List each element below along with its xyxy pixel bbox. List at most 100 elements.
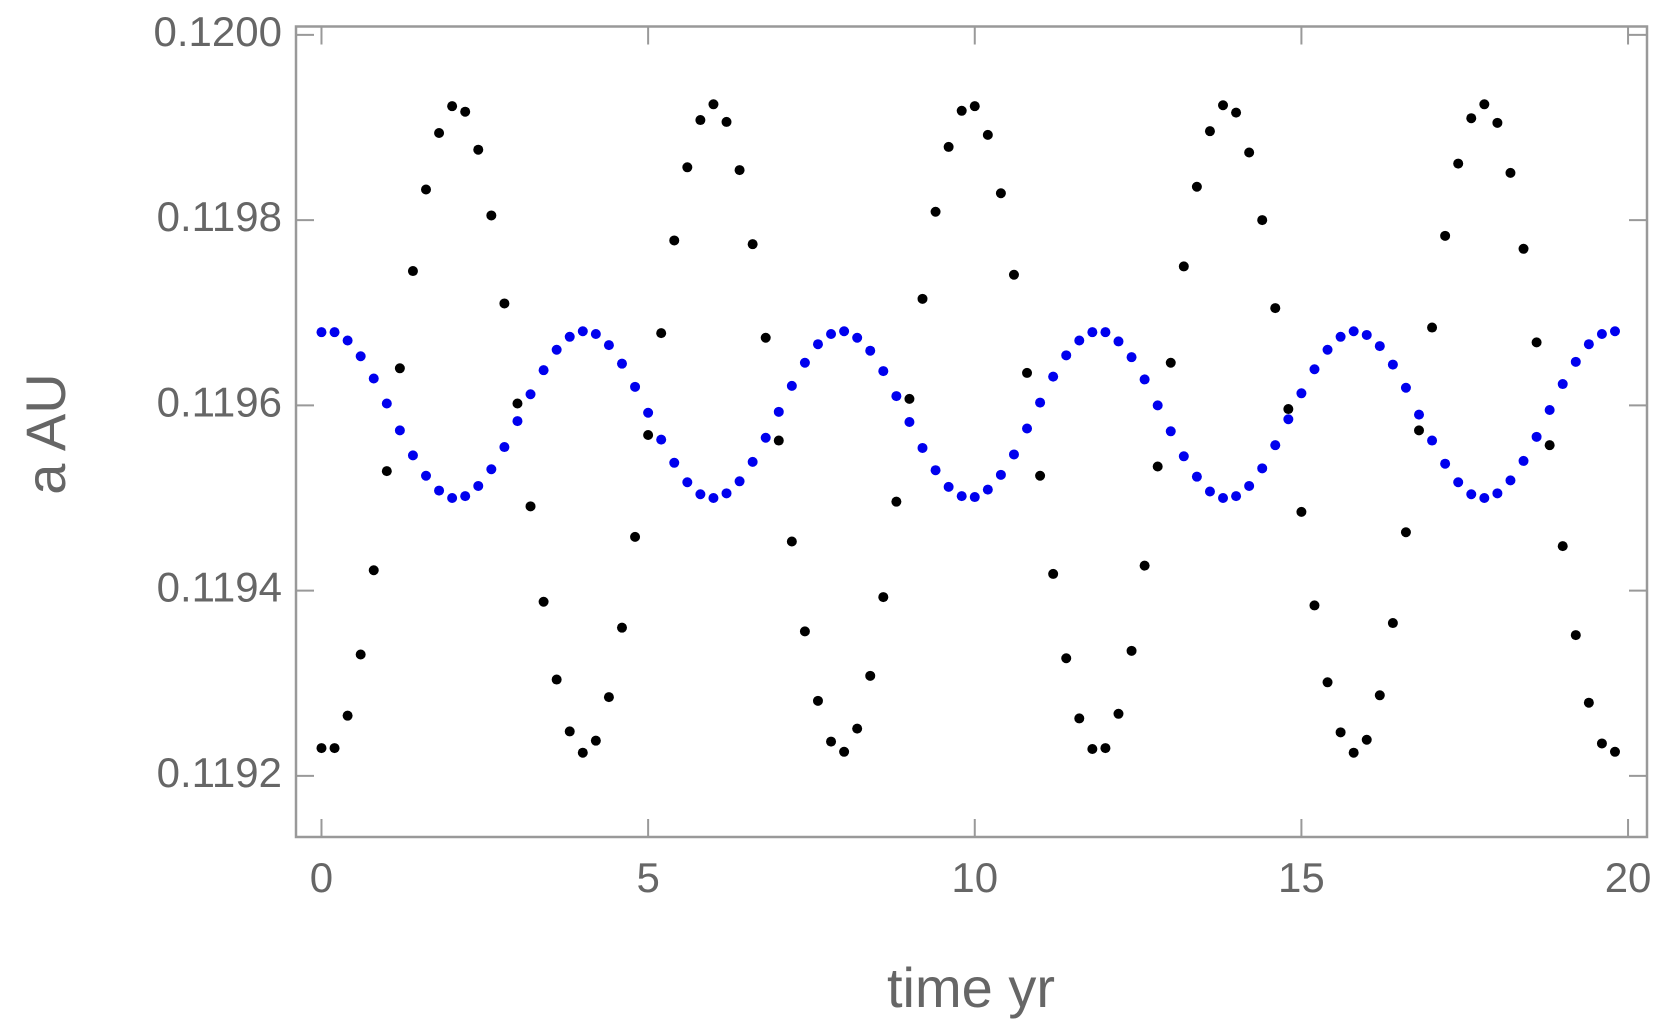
data-point xyxy=(1505,167,1516,178)
data-point xyxy=(1544,404,1555,415)
data-point xyxy=(447,101,458,112)
data-point xyxy=(460,491,471,502)
data-point xyxy=(656,328,667,339)
data-point xyxy=(956,105,967,116)
data-point xyxy=(381,466,392,477)
data-point xyxy=(1139,374,1150,385)
data-point xyxy=(1218,492,1229,503)
data-point xyxy=(1427,435,1438,446)
data-point xyxy=(616,622,627,633)
data-point xyxy=(956,491,967,502)
data-point xyxy=(1557,379,1568,390)
data-point xyxy=(1270,303,1281,314)
data-point xyxy=(969,101,980,112)
data-point xyxy=(1113,708,1124,719)
data-point xyxy=(643,407,654,418)
data-point xyxy=(1178,261,1189,272)
data-point xyxy=(1178,451,1189,462)
data-point xyxy=(577,747,588,758)
data-point xyxy=(747,456,758,467)
data-point xyxy=(786,536,797,547)
data-point xyxy=(616,358,627,369)
data-point xyxy=(421,470,432,481)
data-point xyxy=(421,184,432,195)
data-point xyxy=(747,239,758,250)
data-point xyxy=(1596,329,1607,340)
y-axis-title: a AU xyxy=(14,373,77,494)
data-point xyxy=(1427,322,1438,333)
data-point xyxy=(1492,488,1503,499)
data-point xyxy=(1087,744,1098,755)
data-point xyxy=(1531,431,1542,442)
data-point xyxy=(525,389,536,400)
y-tick-label: 0.1196 xyxy=(157,378,282,425)
data-point xyxy=(826,736,837,747)
data-point xyxy=(1231,491,1242,502)
data-point xyxy=(512,398,523,409)
data-point xyxy=(342,710,353,721)
x-tick-label: 15 xyxy=(1278,854,1325,901)
data-point xyxy=(839,326,850,337)
data-point xyxy=(1296,388,1307,399)
data-point xyxy=(1048,371,1059,382)
data-point xyxy=(878,592,889,603)
data-point xyxy=(708,492,719,503)
data-point xyxy=(760,332,771,343)
data-point xyxy=(1283,404,1294,415)
data-point xyxy=(630,531,641,542)
data-point xyxy=(1570,630,1581,641)
data-point xyxy=(1479,492,1490,503)
data-point xyxy=(812,695,823,706)
data-point xyxy=(695,489,706,500)
data-point xyxy=(1557,541,1568,552)
data-point xyxy=(982,484,993,495)
data-point xyxy=(839,746,850,757)
x-axis-title: time yr xyxy=(887,956,1055,1019)
data-point xyxy=(590,735,601,746)
data-point xyxy=(499,442,510,453)
data-point xyxy=(564,726,575,737)
data-point xyxy=(1244,147,1255,158)
data-point xyxy=(1479,99,1490,110)
data-point xyxy=(1466,113,1477,124)
y-tick-label: 0.1194 xyxy=(157,564,282,611)
data-point xyxy=(1100,743,1111,754)
data-point xyxy=(891,391,902,402)
data-point xyxy=(669,235,680,246)
data-point xyxy=(551,674,562,685)
data-point xyxy=(316,327,327,338)
data-point xyxy=(1466,489,1477,500)
data-point xyxy=(1139,560,1150,571)
data-point xyxy=(1022,423,1033,434)
data-point xyxy=(473,144,484,155)
data-point xyxy=(1387,359,1398,370)
data-point xyxy=(682,477,693,488)
data-point xyxy=(512,416,523,427)
data-point xyxy=(1400,527,1411,538)
data-point xyxy=(1492,117,1503,128)
data-point xyxy=(1453,477,1464,488)
data-point xyxy=(1022,367,1033,378)
data-point xyxy=(708,99,719,110)
data-point xyxy=(564,331,575,342)
data-point xyxy=(1440,458,1451,469)
data-point xyxy=(943,141,954,152)
data-point xyxy=(982,129,993,140)
data-point xyxy=(1387,618,1398,629)
data-point xyxy=(734,476,745,487)
data-point xyxy=(603,340,614,351)
data-point xyxy=(1074,335,1085,346)
data-point xyxy=(486,464,497,475)
data-point xyxy=(1440,230,1451,241)
data-point xyxy=(342,335,353,346)
x-tick-label: 10 xyxy=(951,854,998,901)
data-point xyxy=(1152,400,1163,411)
y-tick-label: 0.1200 xyxy=(154,8,282,55)
data-point xyxy=(812,339,823,350)
data-point xyxy=(1191,471,1202,482)
data-point xyxy=(1165,357,1176,368)
data-point xyxy=(407,266,418,277)
data-point xyxy=(434,485,445,496)
data-point xyxy=(316,743,327,754)
